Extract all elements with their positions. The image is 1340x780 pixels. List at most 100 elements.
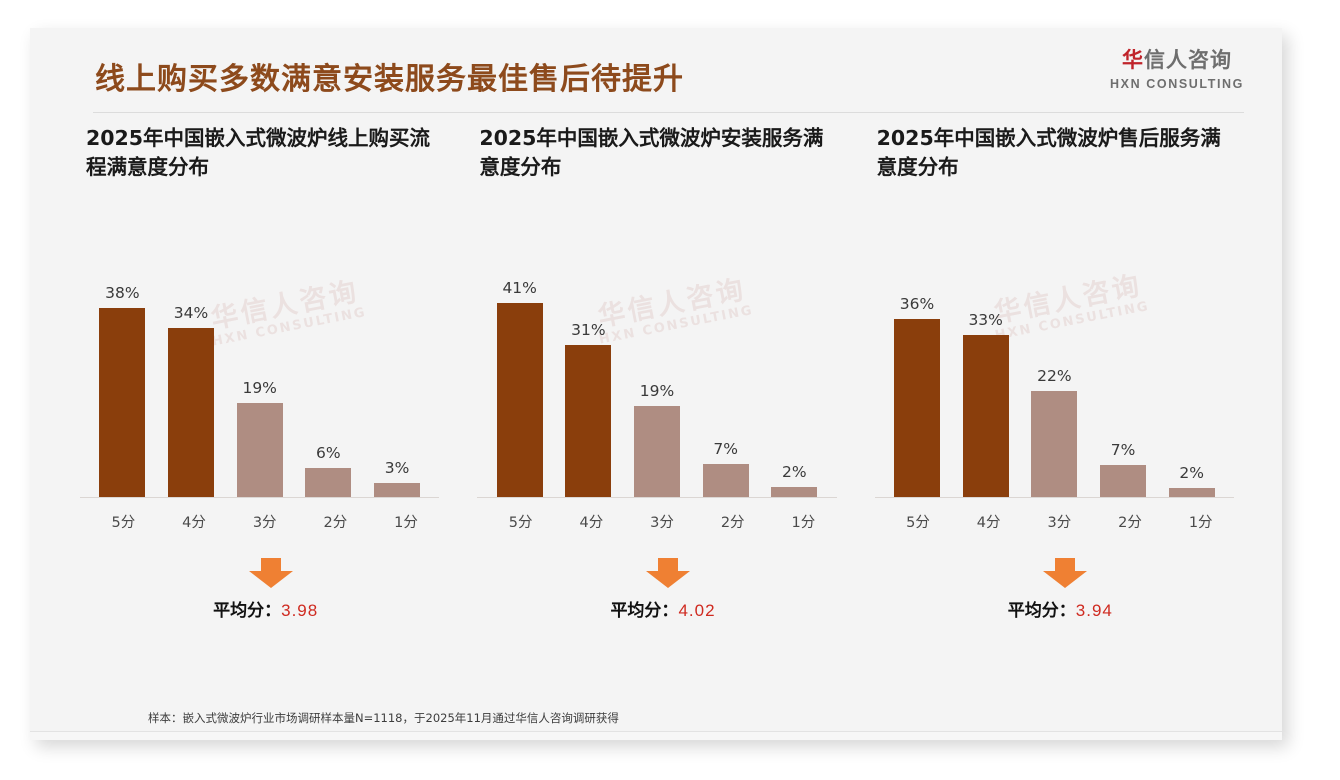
footer-divider — [30, 731, 1282, 732]
bars-container-1: 38% 34% 19% 6% — [88, 248, 431, 498]
bar-column: 36% — [883, 248, 952, 498]
logo-accent-char: 华 — [1122, 48, 1144, 72]
bar-1 — [771, 487, 818, 498]
chart-panel-1: 2025年中国嵌入式微波炉线上购买流程满意度分布 华信人咨询 HXN CONSU… — [60, 124, 457, 621]
average-value: 3.98 — [281, 601, 319, 620]
x-axis-labels-3: 5分 4分 3分 2分 1分 — [883, 511, 1236, 532]
page-title: 线上购买多数满意安装服务最佳售后待提升 — [95, 62, 684, 97]
x-tick-label: 5分 — [508, 515, 533, 531]
bar-4 — [962, 335, 1009, 498]
x-axis-line — [874, 497, 1234, 498]
bar-column: 19% — [225, 248, 294, 498]
x-tick-label: 4分 — [976, 515, 1001, 531]
x-axis-line — [477, 497, 837, 498]
bar-5 — [99, 308, 146, 498]
logo-english-text: HXN CONSULTING — [1110, 77, 1244, 91]
bar-column: 38% — [88, 248, 157, 498]
bar-column: 19% — [623, 248, 692, 498]
bar-column: 41% — [485, 248, 554, 498]
x-tick-label: 5分 — [906, 515, 930, 531]
x-tick-label: 2分 — [720, 515, 745, 531]
down-arrow-icon — [645, 558, 690, 588]
bar-value-label: 6% — [316, 444, 341, 462]
x-tick-label: 3分 — [1047, 515, 1072, 531]
chart-panel-3: 2025年中国嵌入式微波炉售后服务满意度分布 华信人咨询 HXN CONSULT… — [855, 124, 1252, 621]
x-tick-label: 1分 — [1188, 515, 1213, 531]
bar-3 — [634, 406, 680, 498]
x-tick-label: 2分 — [1118, 515, 1142, 531]
x-tick-label: 4分 — [579, 515, 604, 531]
average-score-1: 平均分：3.98 — [78, 596, 439, 621]
bar-column: 2% — [1157, 248, 1226, 498]
average-label: 平均分： — [213, 601, 282, 621]
bar-value-label: 31% — [571, 321, 606, 339]
logo-chinese-text: 华信人咨询 — [1110, 50, 1244, 71]
slide-header: 线上购买多数满意安装服务最佳售后待提升 华信人咨询 HXN CONSULTING — [30, 28, 1282, 113]
bar-column: 3% — [363, 248, 432, 498]
charts-row: 2025年中国嵌入式微波炉线上购买流程满意度分布 华信人咨询 HXN CONSU… — [30, 124, 1282, 621]
chart-title-2: 2025年中国嵌入式微波炉安装服务满意度分布 — [479, 126, 824, 180]
bar-column: 22% — [1020, 248, 1089, 498]
bar-1 — [1168, 488, 1215, 498]
average-label: 平均分： — [610, 601, 679, 621]
bar-4 — [565, 345, 612, 498]
slide-card: 线上购买多数满意安装服务最佳售后待提升 华信人咨询 HXN CONSULTING… — [30, 28, 1282, 740]
down-arrow-icon — [1043, 558, 1088, 588]
bar-chart-3: 华信人咨询 HXN CONSULTING 36% 33% 22% — [873, 248, 1234, 498]
bar-value-label: 38% — [105, 284, 140, 302]
bar-column: 7% — [1089, 248, 1158, 498]
bars-container-3: 36% 33% 22% 7% — [883, 248, 1226, 498]
arrow-wrap-2 — [475, 558, 836, 588]
bar-2 — [702, 464, 749, 498]
bar-value-label: 33% — [968, 311, 1003, 329]
bar-value-label: 7% — [1110, 441, 1136, 459]
x-tick-label: 3分 — [650, 515, 674, 531]
bar-value-label: 2% — [782, 463, 807, 481]
bar-value-label: 41% — [502, 279, 537, 297]
bar-5 — [496, 303, 543, 498]
bar-column: 6% — [294, 248, 363, 498]
bar-column: 33% — [951, 248, 1020, 498]
x-tick-label: 4分 — [182, 515, 206, 531]
bar-chart-2: 华信人咨询 HXN CONSULTING 41% 31% 19% — [475, 248, 837, 498]
chart-panel-2: 2025年中国嵌入式微波炉安装服务满意度分布 华信人咨询 HXN CONSULT… — [457, 124, 854, 621]
x-tick-label: 5分 — [111, 515, 136, 531]
bar-3 — [1031, 391, 1078, 498]
bar-value-label: 19% — [639, 382, 675, 400]
x-axis-labels-1: 5分 4分 3分 2分 1分 — [88, 511, 441, 532]
arrow-wrap-1 — [78, 558, 439, 588]
bar-column: 31% — [554, 248, 623, 498]
logo-rest-chars: 信人咨询 — [1144, 48, 1232, 72]
average-score-2: 平均分：4.02 — [475, 596, 836, 621]
x-axis-line — [80, 497, 440, 498]
bar-column: 7% — [691, 248, 760, 498]
bar-value-label: 7% — [713, 440, 738, 458]
bar-value-label: 22% — [1037, 367, 1072, 385]
chart-title-3: 2025年中国嵌入式微波炉售后服务满意度分布 — [876, 126, 1221, 180]
slide-footer: ©2026.1 HXR华信人咨询 www.hxrcon.com — [30, 732, 1282, 740]
bar-column: 34% — [157, 248, 226, 498]
bar-value-label: 19% — [242, 379, 277, 397]
bars-container-2: 41% 31% 19% 7% — [485, 248, 828, 498]
x-axis-labels-2: 5分 4分 3分 2分 1分 — [485, 511, 838, 532]
average-value: 3.94 — [1075, 601, 1113, 620]
average-score-3: 平均分：3.94 — [873, 596, 1234, 621]
average-value: 4.02 — [678, 601, 716, 620]
bar-chart-1: 华信人咨询 HXN CONSULTING 38% 34% 19% — [78, 248, 440, 498]
bar-column: 2% — [760, 248, 829, 498]
bar-2 — [305, 468, 352, 498]
header-divider — [93, 112, 1244, 113]
company-logo: 华信人咨询 HXN CONSULTING — [1110, 50, 1244, 91]
bar-3 — [236, 403, 283, 498]
bar-value-label: 36% — [899, 295, 935, 313]
x-tick-label: 1分 — [791, 515, 816, 531]
bar-2 — [1100, 465, 1146, 498]
bar-5 — [893, 319, 940, 498]
bar-1 — [374, 483, 421, 498]
x-tick-label: 1分 — [394, 515, 418, 531]
x-tick-label: 2分 — [323, 515, 348, 531]
average-label: 平均分： — [1007, 601, 1076, 621]
bar-value-label: 2% — [1179, 464, 1204, 482]
bar-value-label: 34% — [173, 304, 209, 322]
arrow-wrap-3 — [873, 558, 1234, 588]
